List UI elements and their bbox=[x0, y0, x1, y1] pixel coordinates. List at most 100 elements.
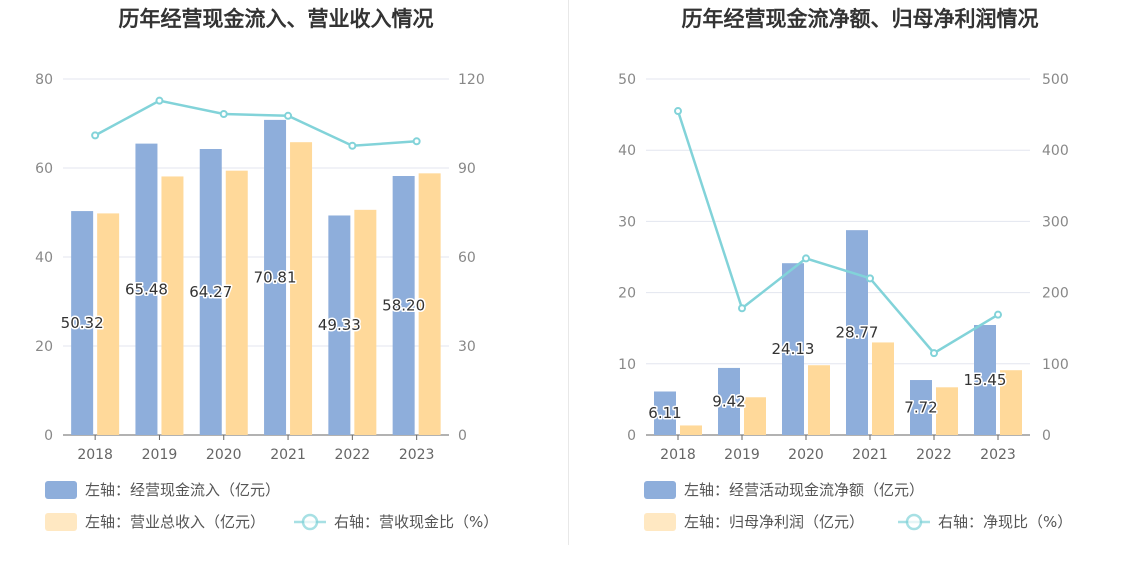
line-point bbox=[412, 137, 421, 146]
y-right-tick-label: 0 bbox=[1042, 428, 1051, 444]
y-left-tick-label: 60 bbox=[35, 161, 53, 177]
bar-primary bbox=[654, 391, 676, 435]
line-point bbox=[674, 107, 682, 116]
x-tick-label: 2018 bbox=[77, 447, 113, 463]
y-left-tick-label: 10 bbox=[618, 357, 636, 373]
line-point bbox=[219, 110, 228, 119]
y-left-tick-label: 40 bbox=[35, 250, 53, 266]
series-line bbox=[94, 99, 417, 148]
y-left-tick-label: 20 bbox=[35, 339, 53, 355]
bar-primary bbox=[264, 119, 287, 435]
line-point bbox=[348, 141, 357, 150]
legend-swatch bbox=[45, 513, 77, 531]
legend-label: 左轴：经营活动现金流净额（亿元） bbox=[684, 481, 924, 499]
legend-item[interactable]: 右轴：净现比（%） bbox=[898, 513, 1072, 531]
y-right-tick-label: 300 bbox=[1042, 214, 1069, 230]
y-right-tick-label: 90 bbox=[458, 161, 476, 177]
y-left-tick-label: 20 bbox=[618, 286, 636, 302]
legend-item[interactable]: 左轴：归母净利润（亿元） bbox=[644, 513, 864, 531]
x-tick-label: 2023 bbox=[399, 447, 435, 463]
data-label: 28.77 bbox=[836, 324, 879, 342]
x-tick-label: 2022 bbox=[916, 447, 952, 463]
legend-item[interactable]: 左轴：经营现金流入（亿元） bbox=[45, 481, 280, 499]
bar-primary bbox=[328, 215, 351, 435]
y-right-tick-label: 100 bbox=[1042, 357, 1069, 373]
bar-primary bbox=[718, 367, 740, 435]
legend-swatch bbox=[644, 513, 676, 531]
x-tick-label: 2021 bbox=[852, 447, 888, 463]
y-right-tick-label: 400 bbox=[1042, 143, 1069, 159]
series-line bbox=[676, 110, 999, 355]
y-left-tick-label: 50 bbox=[618, 72, 636, 88]
bar-primary bbox=[974, 324, 996, 435]
chart-title: 历年经营现金流入、营业收入情况 bbox=[119, 7, 434, 31]
line-point bbox=[802, 254, 810, 263]
bar-secondary bbox=[744, 397, 766, 435]
data-label: 24.13 bbox=[772, 340, 815, 358]
line-point bbox=[284, 111, 293, 120]
legend-marker bbox=[301, 513, 319, 531]
bar-secondary bbox=[354, 209, 377, 435]
line-point bbox=[738, 304, 746, 313]
x-tick-label: 2019 bbox=[724, 447, 760, 463]
legend-label: 左轴：营业总收入（亿元） bbox=[85, 513, 265, 531]
bar-primary bbox=[392, 176, 415, 435]
y-right-tick-label: 200 bbox=[1042, 286, 1069, 302]
legend-label: 右轴：净现比（%） bbox=[938, 513, 1072, 531]
x-tick-label: 2022 bbox=[335, 447, 371, 463]
bar-primary bbox=[71, 211, 94, 435]
x-tick-label: 2020 bbox=[206, 447, 242, 463]
y-left-tick-label: 0 bbox=[627, 428, 636, 444]
bar-secondary bbox=[872, 342, 894, 435]
bar-secondary bbox=[161, 176, 184, 435]
bar-primary bbox=[135, 143, 158, 435]
data-label: 58.20 bbox=[382, 297, 425, 315]
y-right-tick-label: 60 bbox=[458, 250, 476, 266]
x-tick-label: 2020 bbox=[788, 447, 824, 463]
data-label: 50.32 bbox=[61, 314, 104, 332]
legend-label: 左轴：归母净利润（亿元） bbox=[684, 513, 864, 531]
y-right-tick-label: 0 bbox=[458, 428, 467, 444]
legend-swatch bbox=[644, 481, 676, 499]
chart-title: 历年经营现金流净额、归母净利润情况 bbox=[682, 7, 1039, 31]
y-left-tick-label: 80 bbox=[35, 72, 53, 88]
data-label: 15.45 bbox=[964, 371, 1007, 389]
y-left-tick-label: 0 bbox=[44, 428, 53, 444]
legend-marker bbox=[905, 513, 923, 531]
chart-net-cash-profit: 历年经营现金流净额、归母净利润情况 0 0 10 100 20 200 30 300 40 400 5… bbox=[618, 7, 1072, 531]
legend-swatch bbox=[45, 481, 77, 499]
legend-item[interactable]: 右轴：营收现金比（%） bbox=[294, 513, 498, 531]
legend-label: 左轴：经营现金流入（亿元） bbox=[85, 481, 280, 499]
bar-primary bbox=[199, 148, 222, 435]
data-label: 7.72 bbox=[904, 399, 937, 417]
y-right-tick-label: 500 bbox=[1042, 72, 1069, 88]
bar-secondary bbox=[680, 425, 702, 435]
data-label: 70.81 bbox=[254, 268, 297, 286]
bar-secondary bbox=[290, 142, 313, 435]
bar-secondary bbox=[418, 173, 441, 435]
x-tick-label: 2023 bbox=[980, 447, 1016, 463]
chart-cash-inflow-revenue: 历年经营现金流入、营业收入情况 0 0 20 30 40 60 60 90 80 120 2018 20… bbox=[35, 7, 498, 531]
data-label: 49.33 bbox=[318, 316, 361, 334]
legend-label: 右轴：营收现金比（%） bbox=[334, 513, 498, 531]
y-left-tick-label: 30 bbox=[618, 214, 636, 230]
y-right-tick-label: 120 bbox=[458, 72, 485, 88]
bar-secondary bbox=[808, 365, 830, 435]
bar-secondary bbox=[1000, 370, 1022, 435]
legend-item[interactable]: 左轴：经营活动现金流净额（亿元） bbox=[644, 481, 924, 499]
x-tick-label: 2019 bbox=[142, 447, 178, 463]
panel-divider bbox=[568, 0, 569, 545]
bar-secondary bbox=[936, 387, 958, 435]
chart-panel-cash-inflow-revenue: 历年经营现金流入、营业收入情况 0 0 20 30 40 60 60 90 80 120 2018 20… bbox=[35, 7, 498, 531]
line-point bbox=[91, 131, 100, 140]
data-label: 65.48 bbox=[125, 280, 168, 298]
line-point bbox=[994, 310, 1002, 319]
data-label: 6.11 bbox=[648, 404, 681, 422]
data-label: 9.42 bbox=[712, 392, 745, 410]
y-right-tick-label: 30 bbox=[458, 339, 476, 355]
legend-item[interactable]: 左轴：营业总收入（亿元） bbox=[45, 513, 265, 531]
x-tick-label: 2018 bbox=[660, 447, 696, 463]
bar-primary bbox=[910, 380, 932, 435]
y-left-tick-label: 40 bbox=[618, 143, 636, 159]
bar-secondary bbox=[97, 213, 120, 435]
